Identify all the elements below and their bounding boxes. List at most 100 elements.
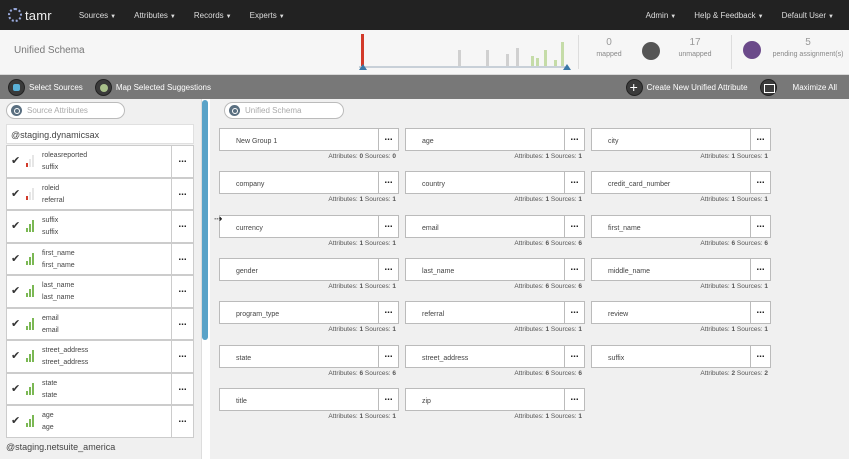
unified-attribute-header[interactable]: street_address...: [405, 344, 585, 368]
select-sources-button[interactable]: Select Sources: [8, 78, 83, 96]
nav-admin[interactable]: Admin ▼: [646, 11, 677, 20]
more-options-button[interactable]: ...: [750, 129, 770, 150]
unified-attribute-header[interactable]: zip...: [405, 387, 585, 411]
source-search-input[interactable]: Source Attributes: [6, 102, 125, 119]
source-attribute-item[interactable]: ✔ first_name first_name...: [6, 242, 194, 275]
unified-attribute-card[interactable]: email... Attributes: 6 Sources: 6: [405, 214, 585, 249]
unified-attribute-header[interactable]: New Group 1...: [219, 128, 399, 151]
scrollbar[interactable]: [202, 100, 208, 340]
unified-attribute-header[interactable]: review...: [591, 301, 771, 325]
logo[interactable]: tamr: [8, 8, 52, 23]
checkbox-checked-icon[interactable]: ✔: [11, 350, 21, 362]
unified-attribute-header[interactable]: last_name...: [405, 257, 585, 281]
more-options-button[interactable]: ...: [171, 276, 193, 307]
nav-attributes[interactable]: Attributes ▼: [134, 11, 176, 20]
mapping-icon[interactable]: [642, 42, 660, 60]
unified-attribute-header[interactable]: program_type...: [219, 301, 399, 325]
nav-sources[interactable]: Sources ▼: [79, 11, 116, 20]
more-options-button[interactable]: ...: [171, 406, 193, 437]
source-header[interactable]: @staging.dynamicsax: [6, 124, 194, 144]
more-options-button[interactable]: ...: [378, 172, 398, 194]
unified-attribute-card[interactable]: New Group 1... Attributes: 0 Sources: 0: [219, 128, 399, 162]
checkbox-checked-icon[interactable]: ✔: [11, 285, 21, 297]
source-attribute-item[interactable]: ✔ email email...: [6, 307, 194, 340]
unified-attribute-header[interactable]: state...: [219, 344, 399, 368]
unified-attribute-card[interactable]: company... Attributes: 1 Sources: 1: [219, 171, 399, 205]
checkbox-checked-icon[interactable]: ✔: [11, 415, 21, 427]
range-handle-left[interactable]: [359, 64, 367, 70]
unified-attribute-card[interactable]: referral... Attributes: 1 Sources: 1: [405, 301, 585, 335]
checkbox-checked-icon[interactable]: ✔: [11, 382, 21, 395]
unified-attribute-header[interactable]: currency...: [219, 214, 399, 238]
unified-attribute-card[interactable]: program_type... Attributes: 1 Sources: 1: [219, 301, 399, 335]
unified-attribute-card[interactable]: review... Attributes: 1 Sources: 1: [591, 301, 771, 335]
unified-attribute-card[interactable]: country... Attributes: 1 Sources: 1: [405, 171, 585, 205]
more-options-button[interactable]: ...: [564, 215, 584, 237]
unified-attribute-card[interactable]: zip... Attributes: 1 Sources: 1: [405, 387, 585, 422]
unified-attribute-card[interactable]: middle_name... Attributes: 1 Sources: 1: [591, 257, 771, 292]
map-suggestions-button[interactable]: Map Selected Suggestions: [94, 78, 211, 96]
unified-attribute-card[interactable]: last_name... Attributes: 6 Sources: 6: [405, 257, 585, 292]
unified-attribute-header[interactable]: email...: [405, 214, 585, 238]
source-attribute-item[interactable]: ✔ roleasreported suffix...: [6, 145, 194, 178]
next-source-header[interactable]: @staging.netsuite_america: [6, 442, 116, 452]
unified-attribute-card[interactable]: city... Attributes: 1 Sources: 1: [591, 128, 771, 162]
checkbox-checked-icon[interactable]: ✔: [11, 187, 21, 200]
more-options-button[interactable]: ...: [378, 258, 398, 280]
source-attribute-item[interactable]: ✔ age age...: [6, 405, 194, 438]
maximize-button[interactable]: Maximize All: [759, 78, 837, 96]
schema-search-input[interactable]: Unified Schema: [224, 102, 344, 119]
unified-attribute-card[interactable]: street_address... Attributes: 6 Sources: …: [405, 344, 585, 379]
unified-attribute-card[interactable]: age... Attributes: 1 Sources: 1: [405, 128, 585, 162]
more-options-button[interactable]: ...: [564, 172, 584, 194]
more-options-button[interactable]: ...: [171, 211, 193, 242]
more-options-button[interactable]: ...: [171, 146, 193, 177]
unified-attribute-header[interactable]: gender...: [219, 257, 399, 281]
unified-attribute-header[interactable]: country...: [405, 171, 585, 195]
source-attribute-item[interactable]: ✔ street_address street_address...: [6, 340, 194, 373]
more-options-button[interactable]: ...: [564, 388, 584, 410]
unified-attribute-card[interactable]: currency... Attributes: 1 Sources: 1: [219, 214, 399, 249]
unified-attribute-header[interactable]: company...: [219, 171, 399, 195]
unified-attribute-header[interactable]: referral...: [405, 301, 585, 325]
more-options-button[interactable]: ...: [378, 345, 398, 367]
user-assignment-icon[interactable]: [743, 41, 761, 59]
unified-attribute-header[interactable]: title...: [219, 387, 399, 411]
unified-attribute-card[interactable]: first_name... Attributes: 6 Sources: 6: [591, 214, 771, 249]
source-attribute-item[interactable]: ✔ last_name last_name...: [6, 275, 194, 308]
unified-attribute-card[interactable]: state... Attributes: 6 Sources: 6: [219, 344, 399, 379]
checkbox-checked-icon[interactable]: ✔: [11, 317, 21, 330]
range-handle-right[interactable]: [563, 64, 571, 70]
more-options-button[interactable]: ...: [564, 345, 584, 367]
unified-attribute-header[interactable]: suffix...: [591, 344, 771, 368]
more-options-button[interactable]: ...: [171, 308, 193, 340]
more-options-button[interactable]: ...: [564, 258, 584, 280]
unified-attribute-header[interactable]: age...: [405, 128, 585, 151]
source-attribute-item[interactable]: ✔ roleid referral...: [6, 177, 194, 210]
unified-attribute-card[interactable]: title... Attributes: 1 Sources: 1: [219, 387, 399, 422]
more-options-button[interactable]: ...: [750, 345, 770, 367]
more-options-button[interactable]: ...: [378, 215, 398, 237]
nav-help[interactable]: Help & Feedback ▼: [694, 11, 763, 20]
checkbox-checked-icon[interactable]: ✔: [11, 220, 21, 232]
nav-records[interactable]: Records ▼: [194, 11, 232, 20]
more-options-button[interactable]: ...: [378, 388, 398, 410]
source-attribute-item[interactable]: ✔ state state...: [6, 372, 194, 405]
nav-user[interactable]: Default User ▼: [782, 11, 834, 20]
more-options-button[interactable]: ...: [171, 373, 193, 405]
unified-attribute-card[interactable]: credit_card_number... Attributes: 1 Sourc…: [591, 171, 771, 205]
more-options-button[interactable]: ...: [171, 243, 193, 275]
more-options-button[interactable]: ...: [750, 302, 770, 324]
unified-attribute-card[interactable]: gender... Attributes: 1 Sources: 1: [219, 257, 399, 292]
more-options-button[interactable]: ...: [171, 178, 193, 210]
more-options-button[interactable]: ...: [171, 341, 193, 372]
source-attribute-item[interactable]: ✔ suffix suffix...: [6, 210, 194, 243]
more-options-button[interactable]: ...: [750, 258, 770, 280]
checkbox-checked-icon[interactable]: ✔: [11, 252, 21, 265]
more-options-button[interactable]: ...: [750, 172, 770, 194]
more-options-button[interactable]: ...: [378, 302, 398, 324]
more-options-button[interactable]: ...: [750, 215, 770, 237]
more-options-button[interactable]: ...: [564, 129, 584, 150]
create-attribute-button[interactable]: Create New Unified Attribute: [625, 78, 748, 96]
unified-attribute-card[interactable]: suffix... Attributes: 2 Sources: 2: [591, 344, 771, 379]
